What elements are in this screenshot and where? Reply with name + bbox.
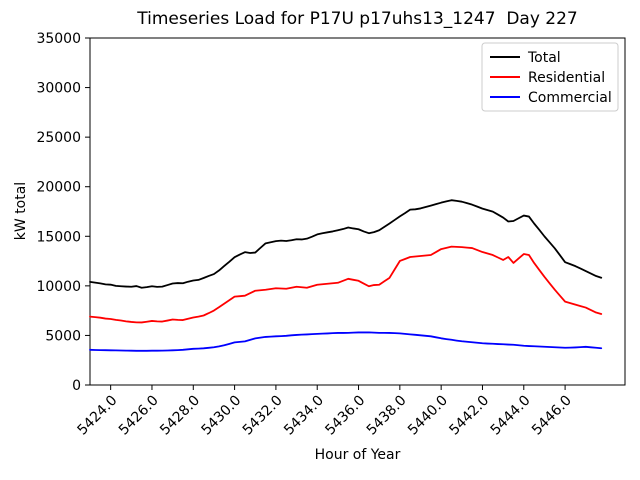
x-tick-label: 5442.0 <box>446 393 492 439</box>
legend-label-residential: Residential <box>528 70 605 86</box>
y-tick-label: 10000 <box>36 279 81 295</box>
legend-box <box>481 42 619 112</box>
x-tick-label: 5438.0 <box>364 393 410 439</box>
x-tick-label: 5426.0 <box>116 393 162 439</box>
x-tick-label: 5424.0 <box>75 393 121 439</box>
x-tick-label: 5432.0 <box>240 393 286 439</box>
y-tick-label: 0 <box>72 378 81 394</box>
x-axis-label: Hour of Year <box>314 447 401 463</box>
y-tick-label: 20000 <box>36 180 81 196</box>
legend-label-commercial: Commercial <box>528 90 612 106</box>
plot-border <box>89 37 626 386</box>
x-tick-label: 5434.0 <box>281 393 327 439</box>
chart-title: Timeseries Load for P17U p17uhs13_1247 D… <box>137 9 578 29</box>
y-tick-label: 35000 <box>36 31 81 47</box>
x-tick-label: 5444.0 <box>488 393 534 439</box>
y-tick-label: 25000 <box>36 130 81 146</box>
y-tick-label: 15000 <box>36 229 81 245</box>
series-line-total <box>89 199 603 289</box>
y-tick-label: 30000 <box>36 81 81 97</box>
series-line-commercial <box>89 331 603 352</box>
series-line-residential <box>89 245 603 324</box>
y-tick-label: 5000 <box>45 328 81 344</box>
x-tick-label: 5446.0 <box>529 393 575 439</box>
x-tick-label: 5436.0 <box>322 393 368 439</box>
legend-label-total: Total <box>527 50 561 66</box>
x-tick-label: 5440.0 <box>405 393 451 439</box>
x-tick-label: 5430.0 <box>198 393 244 439</box>
x-tick-label: 5428.0 <box>157 393 203 439</box>
